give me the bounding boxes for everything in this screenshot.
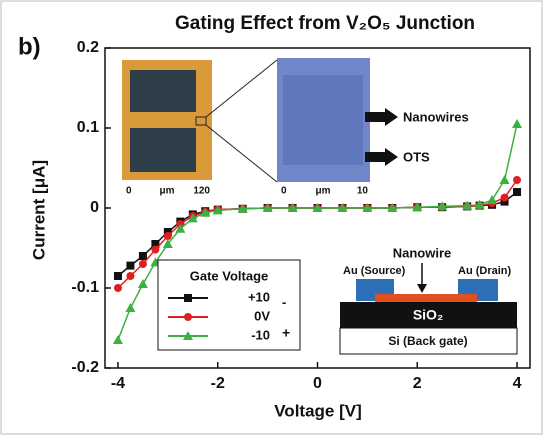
- x-tick-label: 4: [513, 375, 522, 392]
- chart-title: Gating Effect from V₂O₅ Junction: [175, 13, 475, 34]
- nanowire-strip: [375, 294, 477, 302]
- inset-label: OTS: [403, 149, 430, 164]
- marker: [126, 262, 134, 270]
- y-tick-label: -0.1: [71, 279, 99, 296]
- nanowire-film: [283, 75, 363, 165]
- y-tick-label: 0: [90, 199, 99, 216]
- marker: [151, 246, 159, 254]
- scale-label: μm: [315, 186, 330, 197]
- marker: [164, 232, 172, 240]
- x-tick-label: -2: [211, 375, 225, 392]
- marker: [513, 176, 521, 184]
- y-tick-label: 0.2: [77, 39, 99, 56]
- schematic-label: Nanowire: [393, 245, 452, 260]
- legend-title: Gate Voltage: [190, 268, 269, 283]
- schematic-label: SiO₂: [413, 307, 443, 323]
- legend-label: +10: [248, 289, 270, 304]
- x-tick-label: 2: [413, 375, 422, 392]
- legend-label: -10: [251, 327, 270, 342]
- y-axis-label: Current [μA]: [29, 160, 48, 260]
- schematic-label: Si (Back gate): [388, 334, 467, 348]
- page: {"chart_data": {"type": "line", "title":…: [0, 0, 543, 435]
- marker: [139, 260, 147, 268]
- legend-sign: -: [282, 294, 286, 309]
- y-tick-label: 0.1: [77, 119, 99, 136]
- scale-label: 10: [357, 186, 369, 197]
- legend-label: 0V: [254, 308, 270, 323]
- x-tick-label: 0: [313, 375, 322, 392]
- x-axis-label: Voltage [V]: [274, 401, 362, 420]
- schematic-label: Au (Source): [343, 265, 406, 277]
- x-tick-label: -4: [111, 375, 125, 392]
- marker: [184, 294, 192, 302]
- electrode: [130, 70, 196, 112]
- marker: [139, 252, 147, 260]
- schematic-label: Au (Drain): [458, 265, 512, 277]
- legend: Gate Voltage - + +10 0V -10: [158, 260, 300, 350]
- marker: [114, 272, 122, 280]
- marker: [513, 188, 521, 196]
- marker: [184, 313, 192, 321]
- scale-label: μm: [159, 186, 174, 197]
- scale-label: 0: [281, 186, 287, 197]
- legend-sign: +: [282, 325, 290, 341]
- marker: [114, 284, 122, 292]
- inset-label: Nanowires: [403, 109, 469, 124]
- electrode: [130, 128, 196, 172]
- y-tick-label: -0.2: [71, 359, 99, 376]
- panel-label: b): [18, 33, 41, 60]
- marker: [126, 272, 134, 280]
- scale-label: 120: [193, 186, 210, 197]
- marker: [501, 194, 509, 202]
- figure: Gating Effect from V₂O₅ Junction b) Volt…: [0, 0, 543, 435]
- scale-label: 0: [126, 186, 132, 197]
